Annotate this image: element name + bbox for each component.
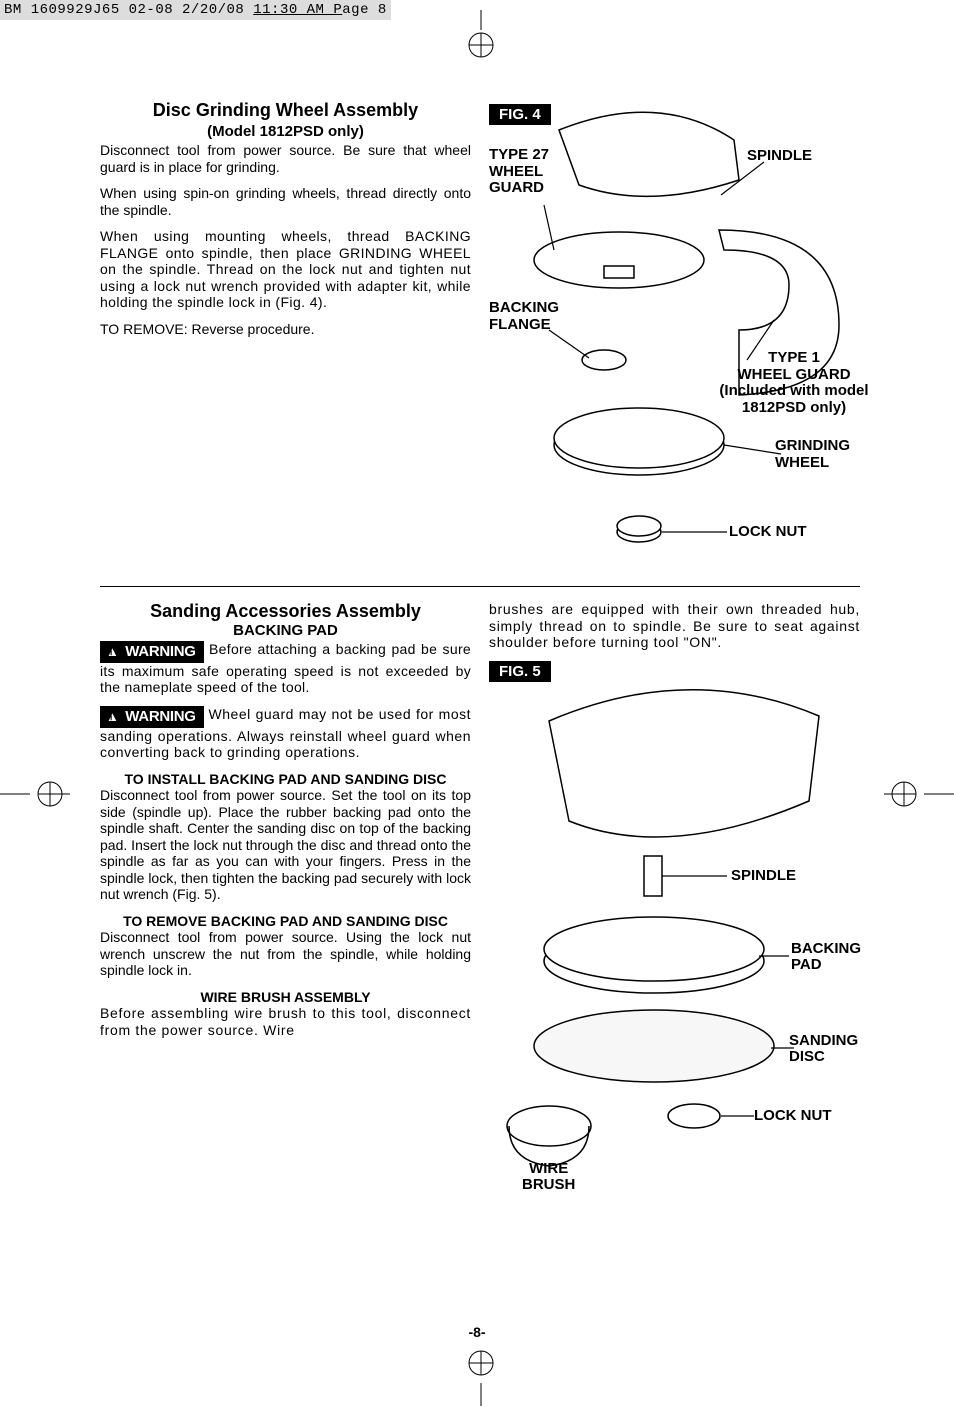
wire-brush-p1: Before assembling wire brush to this too… <box>100 1005 471 1038</box>
disc-grinding-p2: When using spin-on grinding wheels, thre… <box>100 185 471 218</box>
remove-heading: TO REMOVE BACKING PAD AND SANDING DISC <box>100 913 471 930</box>
warning-icon: ▲! <box>106 644 121 659</box>
section-disc-grinding: Disc Grinding Wheel Assembly (Model 1812… <box>100 100 860 570</box>
print-header: BM 1609929J65 02-08 2/20/08 11:30 AM Pag… <box>0 0 391 20</box>
fig4-locknut-callout: LOCK NUT <box>729 524 807 541</box>
crop-mark-bottom <box>466 1348 496 1406</box>
col-left-2: Sanding Accessories Assembly BACKING PAD… <box>100 601 471 1201</box>
disc-grinding-title: Disc Grinding Wheel Assembly <box>100 100 471 121</box>
fig4-type27-text: TYPE 27WHEELGUARD <box>489 146 549 196</box>
install-heading: TO INSTALL BACKING PAD AND SANDING DISC <box>100 771 471 788</box>
figure-5: FIG. 5 <box>489 661 860 1201</box>
fig4-type1-callout: TYPE 1WHEEL GUARD(Included with model181… <box>719 350 869 416</box>
content-area: Disc Grinding Wheel Assembly (Model 1812… <box>100 100 860 1201</box>
remove-para: Disconnect tool from power source. Using… <box>100 929 471 979</box>
warning-1-para: ▲!WARNING Before attaching a backing pad… <box>100 641 471 696</box>
wire-brush-p2: brushes are equipped with their own thre… <box>489 601 860 651</box>
page: BM 1609929J65 02-08 2/20/08 11:30 AM Pag… <box>0 0 954 1406</box>
fig4-spindle-callout: SPINDLE <box>747 148 812 165</box>
col-right-2: brushes are equipped with their own thre… <box>489 601 860 1201</box>
fig5-label: FIG. 5 <box>489 661 551 682</box>
fig5-wire-brush-callout: WIREBRUSH <box>522 1161 575 1194</box>
print-header-underlined: 11:30 AM P <box>253 2 342 18</box>
fig4-backing-flange-callout: BACKINGFLANGE <box>489 300 559 333</box>
fig5-locknut-callout: LOCK NUT <box>754 1108 832 1125</box>
install-para: Disconnect tool from power source. Set t… <box>100 787 471 903</box>
disc-grinding-p4: TO REMOVE: Reverse procedure. <box>100 321 471 338</box>
warning-box-2: ▲! WARNING <box>100 706 204 728</box>
backing-pad-heading: BACKING PAD <box>100 622 471 639</box>
figure-4: FIG. 4 <box>489 100 860 570</box>
fig5-spindle-callout: SPINDLE <box>731 868 796 885</box>
crop-mark-right <box>884 774 954 814</box>
crop-mark-left <box>0 774 70 814</box>
warning-2-para: ▲!WARNING Wheel guard may not be used fo… <box>100 706 471 761</box>
fig4-type27-callout: TYPE 27WHEELGUARD <box>489 147 549 197</box>
disc-grinding-subtitle: (Model 1812PSD only) <box>100 123 471 140</box>
print-header-prefix: BM 1609929J65 02-08 2/20/08 <box>4 2 253 18</box>
fig5-backing-pad-callout: BACKINGPAD <box>791 941 861 974</box>
page-number: -8- <box>468 1324 485 1340</box>
col-left-1: Disc Grinding Wheel Assembly (Model 1812… <box>100 100 471 570</box>
warning-label-1: WARNING <box>125 643 195 660</box>
fig5-sanding-disc-callout: SANDINGDISC <box>789 1033 858 1066</box>
print-header-suffix: age 8 <box>342 2 387 18</box>
fig4-grinding-wheel-callout: GRINDINGWHEEL <box>775 438 850 471</box>
section-divider <box>100 586 860 587</box>
disc-grinding-p1: Disconnect tool from power source. Be su… <box>100 142 471 175</box>
fig4-label: FIG. 4 <box>489 104 551 125</box>
disc-grinding-p3: When using mounting wheels, thread BACKI… <box>100 228 471 311</box>
crop-mark-top <box>466 10 496 60</box>
warning-box-1: ▲! WARNING <box>100 641 204 663</box>
warning-icon: ▲! <box>106 709 121 724</box>
sanding-title: Sanding Accessories Assembly <box>100 601 471 622</box>
warning-label-2: WARNING <box>125 708 195 725</box>
wire-brush-heading: WIRE BRUSH ASSEMBLY <box>100 989 471 1006</box>
section-sanding: Sanding Accessories Assembly BACKING PAD… <box>100 601 860 1201</box>
